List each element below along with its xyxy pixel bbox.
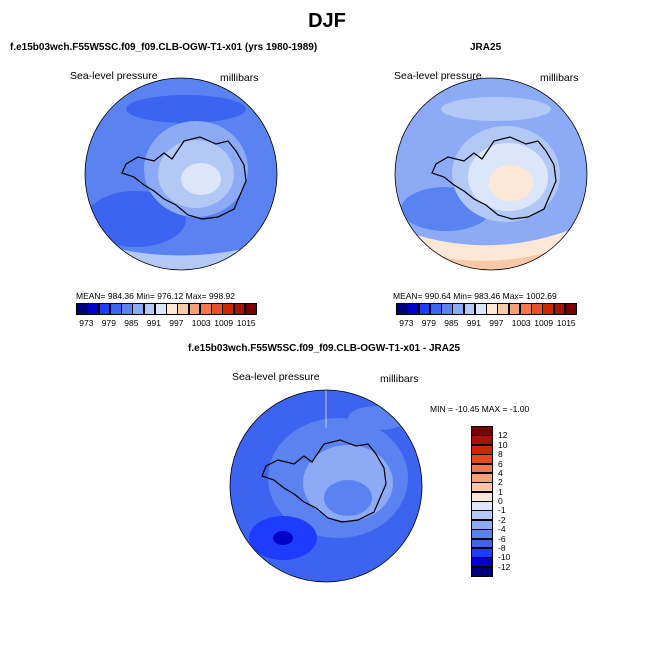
model-coastline xyxy=(121,136,247,220)
diff-units-label: millibars xyxy=(380,373,419,385)
obs-variable-label: Sea-level pressure xyxy=(394,70,482,82)
colorbar-tick-label: -1 xyxy=(498,505,506,516)
colorbar-swatch xyxy=(508,303,521,315)
colorbar-tick-label: -10 xyxy=(498,552,511,563)
model-colorbar-ticks: 973 979 985 991 997 1003 1009 1015 xyxy=(76,318,256,330)
colorbar-tick-label: 991 xyxy=(466,318,481,328)
colorbar-tick-label: 1009 xyxy=(214,318,234,328)
diff-polar-map xyxy=(229,389,423,583)
colorbar-swatch xyxy=(199,303,212,315)
colorbar-swatch xyxy=(222,303,235,315)
colorbar-tick-label: -4 xyxy=(498,524,506,535)
colorbar-tick-label: 979 xyxy=(101,318,116,328)
colorbar-tick-label: 4 xyxy=(498,467,503,478)
colorbar-swatch xyxy=(177,303,190,315)
colorbar-tick-label: 979 xyxy=(421,318,436,328)
colorbar-swatch xyxy=(109,303,122,315)
colorbar-tick-label: -12 xyxy=(498,561,511,572)
colorbar-swatch xyxy=(244,303,257,315)
colorbar-swatch xyxy=(564,303,577,315)
model-colorbar xyxy=(76,303,257,315)
colorbar-tick-label: 12 xyxy=(498,430,508,441)
colorbar-swatch xyxy=(474,303,487,315)
colorbar-swatch xyxy=(542,303,555,315)
colorbar-tick-label: 985 xyxy=(444,318,459,328)
colorbar-tick-label: -2 xyxy=(498,514,506,525)
diff-colorbar-ticks: 12 10 8 6 4 2 1 0 -1 -2 -4 -6 -8 -10 -12 xyxy=(498,426,538,576)
colorbar-swatch xyxy=(486,303,498,315)
diff-colorbar xyxy=(471,426,493,577)
obs-colorbar xyxy=(396,303,577,315)
colorbar-swatch xyxy=(121,303,133,315)
colorbar-tick-label: -8 xyxy=(498,542,506,553)
colorbar-swatch xyxy=(154,303,167,315)
colorbar-tick-label: 2 xyxy=(498,477,503,488)
colorbar-tick-label: 1003 xyxy=(511,318,531,328)
colorbar-tick-label: -6 xyxy=(498,533,506,544)
obs-units-label: millibars xyxy=(540,72,579,84)
colorbar-swatch xyxy=(132,303,145,315)
obs-case-title: JRA25 xyxy=(470,42,502,53)
model-units-label: millibars xyxy=(220,72,259,84)
obs-coastline xyxy=(431,136,557,220)
colorbar-swatch xyxy=(76,303,88,315)
colorbar-tick-label: 1003 xyxy=(191,318,211,328)
colorbar-swatch xyxy=(98,303,111,315)
colorbar-tick-label: 997 xyxy=(169,318,184,328)
colorbar-swatch xyxy=(553,303,566,315)
colorbar-tick-label: 1009 xyxy=(534,318,554,328)
model-variable-label: Sea-level pressure xyxy=(70,70,158,82)
colorbar-swatch xyxy=(418,303,431,315)
page-title: DJF xyxy=(308,10,346,32)
diff-case-title: f.e15b03wch.F55W5SC.f09_f09.CLB-OGW-T1-x… xyxy=(188,343,461,354)
colorbar-swatch xyxy=(143,303,156,315)
colorbar-swatch xyxy=(531,303,543,315)
colorbar-tick-label: 10 xyxy=(498,439,508,450)
colorbar-tick-label: 0 xyxy=(498,496,503,506)
colorbar-swatch xyxy=(452,303,465,315)
colorbar-swatch xyxy=(166,303,178,315)
diff-coastline xyxy=(261,439,387,523)
colorbar-swatch xyxy=(188,303,201,315)
obs-stats: MEAN= 990.64 Min= 983.46 Max= 1002.69 xyxy=(393,291,557,301)
colorbar-tick-label: 6 xyxy=(498,458,503,469)
obs-polar-map xyxy=(394,77,588,271)
colorbar-swatch xyxy=(233,303,246,315)
colorbar-swatch xyxy=(519,303,532,315)
colorbar-tick-label: 1015 xyxy=(236,318,256,328)
colorbar-tick-label: 997 xyxy=(489,318,504,328)
colorbar-swatch xyxy=(497,303,510,315)
model-polar-map xyxy=(84,77,278,271)
colorbar-tick-label: 1015 xyxy=(556,318,576,328)
colorbar-tick-label: 973 xyxy=(399,318,414,328)
colorbar-tick-label: 973 xyxy=(79,318,94,328)
obs-colorbar-ticks: 973 979 985 991 997 1003 1009 1015 xyxy=(396,318,576,330)
diff-stats: MIN = -10.45 MAX = -1.00 xyxy=(430,404,530,414)
colorbar-swatch xyxy=(429,303,442,315)
colorbar-swatch xyxy=(396,303,408,315)
colorbar-swatch xyxy=(211,303,223,315)
colorbar-tick-label: 1 xyxy=(498,486,503,497)
diff-variable-label: Sea-level pressure xyxy=(232,371,320,383)
colorbar-swatch xyxy=(87,303,100,315)
model-case-title: f.e15b03wch.F55W5SC.f09_f09.CLB-OGW-T1-x… xyxy=(10,42,318,53)
model-stats: MEAN= 984.36 Min= 976.12 Max= 998.92 xyxy=(76,291,236,301)
colorbar-swatch xyxy=(463,303,476,315)
colorbar-tick-label: 985 xyxy=(124,318,139,328)
colorbar-swatch xyxy=(441,303,453,315)
colorbar-swatch xyxy=(407,303,420,315)
colorbar-tick-label: 8 xyxy=(498,449,503,460)
colorbar-tick-label: 991 xyxy=(146,318,161,328)
colorbar-swatch xyxy=(471,566,493,577)
